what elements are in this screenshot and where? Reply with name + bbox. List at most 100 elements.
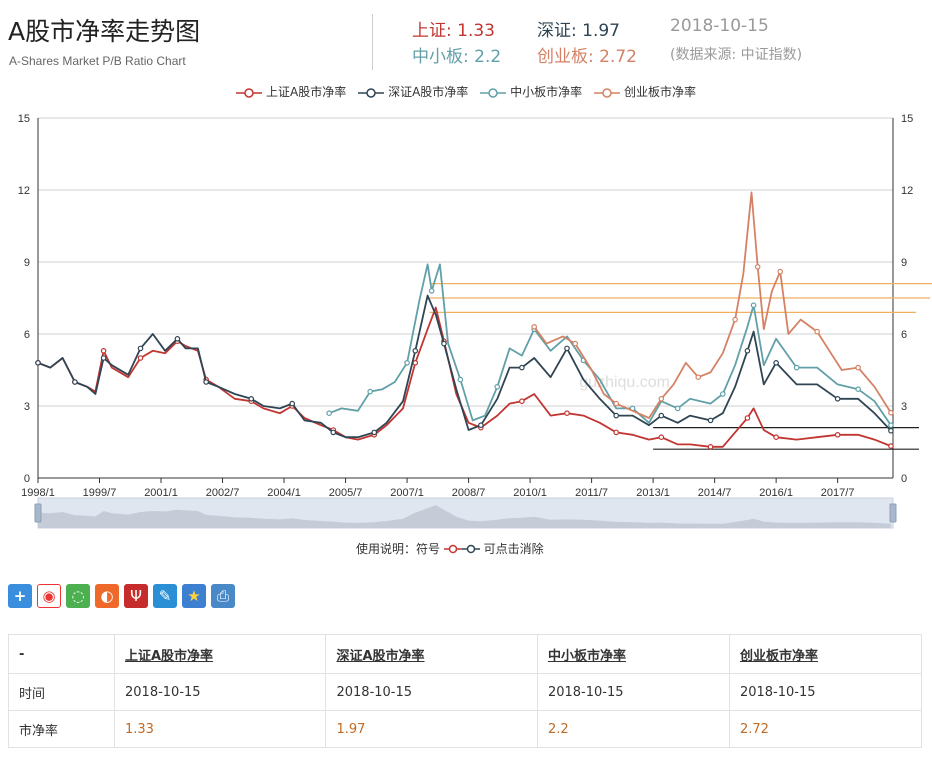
series-point: [457, 376, 464, 383]
table-row-label: 市净率: [8, 710, 115, 748]
series-point: [248, 395, 255, 402]
y-tick-label-left: 0: [24, 473, 30, 485]
legend-label: 创业板市净率: [623, 85, 696, 99]
legend-line-icon: [593, 87, 620, 98]
series-point: [744, 415, 751, 421]
series-point: [814, 328, 820, 335]
legend-item-shanghai[interactable]: 上证A股市净率: [236, 83, 346, 100]
page-subtitle: A-Shares Market P/B Ratio Chart: [9, 54, 186, 68]
series-point: [613, 429, 620, 436]
series-point: [855, 364, 861, 371]
chart-legend: 上证A股市净率 深证A股市净率 中小板市净率 创业板市净率: [0, 83, 932, 103]
weibo-icon[interactable]: ◉: [37, 584, 61, 608]
series-point: [330, 429, 337, 436]
series-point: [658, 395, 665, 402]
series-point: [531, 324, 537, 330]
series-line-1: [37, 294, 892, 439]
wechat-icon[interactable]: ◌: [66, 584, 90, 608]
pb-ratio-chart[interactable]: 0 0 3 3 6 6 9 9 12 12 15 15 1998/1 1999/7 2001/1 2002/7…: [0, 106, 932, 536]
table-header-cell[interactable]: 深证A股市净率: [325, 634, 538, 674]
table-cell: 2018-10-15: [113, 673, 327, 711]
legend-label: 上证A股市净率: [266, 85, 347, 99]
table-cell: 2018-10-15: [325, 673, 538, 711]
table-row-label: 时间: [8, 673, 115, 711]
x-tick-label: 2014/7: [698, 487, 732, 499]
header: A股市净率走势图 A-Shares Market P/B Ratio Chart…: [0, 0, 932, 80]
tencent-icon[interactable]: Ψ: [124, 584, 148, 608]
legend-line-icon: [480, 87, 507, 98]
table-cell: 1.33: [113, 710, 327, 748]
table-cell: 2.2: [536, 710, 730, 748]
x-tick-label: 1998/1: [21, 487, 55, 499]
x-tick-label: 2010/1: [513, 487, 547, 499]
y-tick-label-left: 3: [24, 401, 30, 413]
zoom-handle-right[interactable]: [889, 503, 897, 523]
stat-shanghai: 上证: 1.33: [412, 16, 495, 41]
stat-sme-label: 中小板:: [412, 47, 469, 67]
zoom-handle-left[interactable]: [34, 503, 42, 523]
y-tick-label-left: 12: [18, 185, 30, 197]
series-point: [720, 391, 726, 397]
x-tick-label: 2013/1: [636, 487, 670, 499]
series-point: [732, 316, 738, 323]
series-point: [519, 364, 525, 371]
y-tick-label-right: 9: [901, 257, 907, 269]
series-point: [412, 348, 419, 354]
y-tick-label-left: 9: [24, 257, 30, 269]
series-point: [137, 355, 144, 361]
stat-date: 2018-10-15: [670, 16, 769, 36]
legend-item-shenzhen[interactable]: 深证A股市净率: [358, 83, 468, 100]
series-point: [658, 412, 665, 419]
series-point: [773, 434, 779, 441]
series-point: [658, 434, 665, 441]
series-point: [35, 359, 41, 366]
plus-icon[interactable]: +: [8, 584, 32, 608]
page-title: A股市净率走势图: [8, 17, 201, 46]
table-header-row: - 上证A股市净率 深证A股市净率 中小板市净率 创业板市净率: [8, 634, 923, 674]
table-cell: 2.72: [728, 710, 923, 748]
print-icon[interactable]: ⎙: [211, 584, 235, 608]
table-header-cell[interactable]: 上证A股市净率: [113, 634, 327, 674]
share-toolbar: + ◉ ◌ ◐ Ψ ✎ ★ ⎙: [8, 584, 240, 610]
stat-chinext-value: 2.72: [599, 47, 637, 67]
table-row: 市净率 1.33 1.97 2.2 2.72: [8, 710, 923, 748]
x-tick-label: 2016/1: [759, 487, 793, 499]
y-tick-label-right: 3: [901, 401, 907, 413]
series-point: [326, 410, 332, 417]
legend-item-chinext[interactable]: 创业板市净率: [593, 83, 696, 100]
stat-sme: 中小板: 2.2: [412, 42, 501, 67]
y-tick-label-left: 6: [24, 329, 30, 341]
series-point: [834, 395, 841, 402]
series-point: [855, 386, 861, 393]
series-point: [572, 340, 578, 347]
pencil-icon[interactable]: ✎: [153, 584, 177, 608]
stat-shanghai-label: 上证:: [412, 21, 452, 41]
table-header-cell[interactable]: 创业板市净率: [728, 634, 923, 674]
table-header-cell[interactable]: 中小板市净率: [536, 634, 730, 674]
series-point: [174, 336, 181, 342]
table-row: 时间 2018-10-15 2018-10-15 2018-10-15 2018…: [8, 673, 923, 711]
series-point: [519, 398, 525, 405]
star-icon[interactable]: ★: [182, 584, 206, 608]
series-point: [478, 422, 484, 429]
header-divider: [372, 14, 373, 70]
x-tick-label: 2008/7: [452, 487, 486, 499]
tencent-weibo-icon[interactable]: ◐: [95, 584, 119, 608]
series-point: [888, 422, 894, 429]
series-point: [695, 374, 702, 381]
pb-data-table: - 上证A股市净率 深证A股市净率 中小板市净率 创业板市净率 时间 2018-…: [8, 634, 923, 748]
x-tick-label: 2001/1: [144, 487, 178, 499]
series-point: [707, 443, 714, 450]
stat-chinext: 创业板: 2.72: [537, 42, 637, 67]
series-point: [888, 409, 894, 416]
watermark: guzhiqu.com: [579, 374, 670, 391]
series-line-2: [328, 263, 892, 426]
x-tick-label: 1999/7: [83, 487, 117, 499]
series-point: [72, 379, 78, 385]
y-tick-label-right: 15: [901, 113, 913, 125]
usage-hint-prefix: 使用说明：符号: [356, 542, 441, 556]
series-point: [203, 379, 209, 385]
legend-item-sme[interactable]: 中小板市净率: [480, 83, 582, 100]
legend-label: 中小板市净率: [510, 85, 583, 99]
series-point: [412, 359, 419, 366]
